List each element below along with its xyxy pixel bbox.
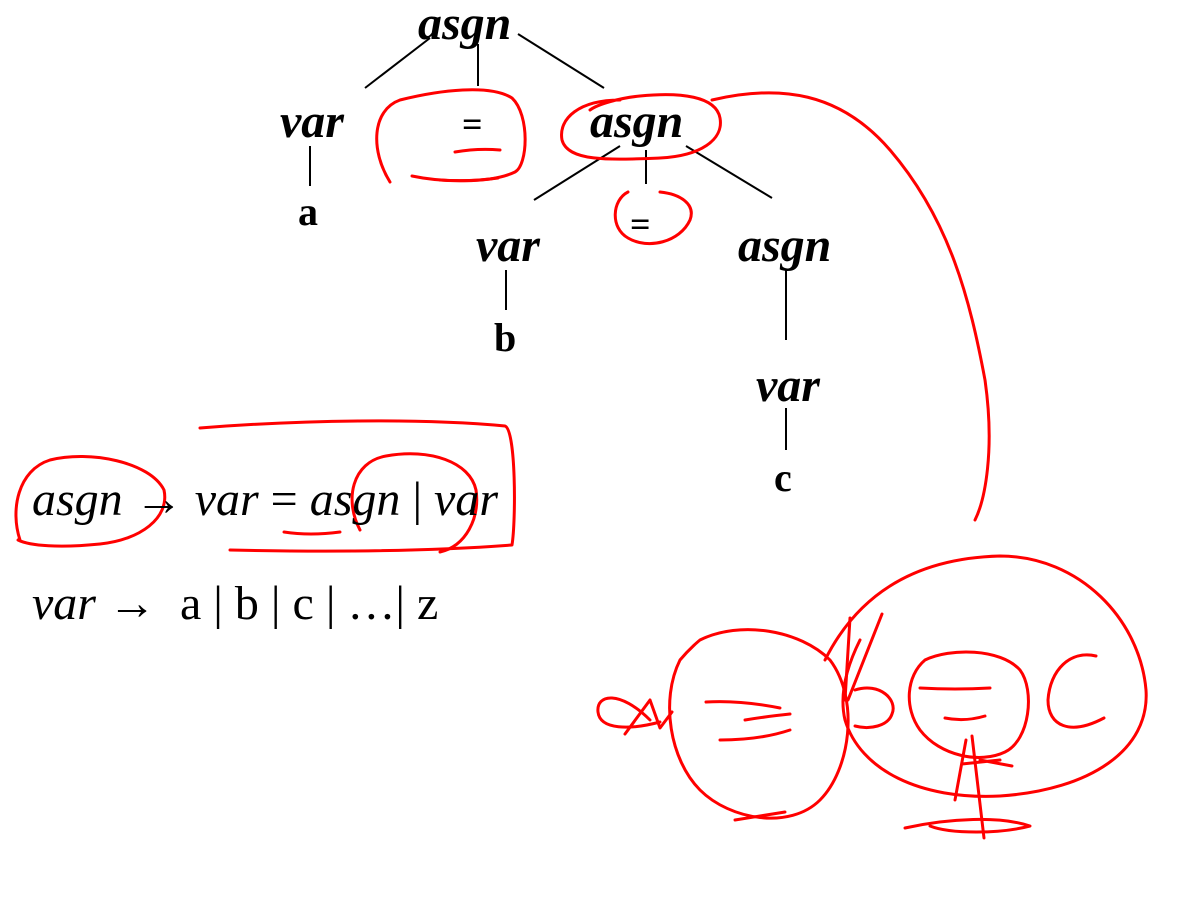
tree-l3-var: var	[756, 359, 820, 412]
inner-mark1	[918, 686, 992, 691]
tree-leaf-b: b	[494, 315, 517, 360]
c-shape	[1046, 653, 1106, 729]
inner-mark2	[943, 714, 987, 722]
grammar-rule-2: var → a | b | c | …| z	[32, 580, 438, 628]
tree-l2-eq: =	[630, 204, 651, 244]
edge-asgn-var	[533, 145, 621, 201]
rule1-lhs: asgn	[32, 473, 123, 526]
circle-lhs-asgn	[14, 455, 167, 548]
small-loop-left	[596, 696, 662, 729]
tree-l1-eq: =	[462, 104, 483, 144]
box-rhs	[198, 419, 516, 553]
rule1-asgn: asgn	[309, 473, 401, 526]
red-annotations	[14, 88, 1148, 840]
tree-l2-asgn: asgn	[738, 219, 832, 272]
face-left	[668, 628, 850, 820]
tree-l2-var: var	[476, 219, 540, 272]
rule2-arrow: →	[107, 577, 156, 630]
tree-edges	[309, 33, 787, 450]
circle-rhs-asgn	[350, 452, 479, 554]
rule1-var: var	[194, 473, 259, 526]
arc-connector	[710, 91, 991, 522]
rule2-rhs: a | b | c | …| z	[179, 577, 439, 630]
grammar-rule-1: asgn → var = asgn | var	[32, 476, 498, 524]
stand-base	[903, 817, 1032, 834]
rule1-arrow: →	[134, 473, 183, 526]
face-right	[823, 554, 1148, 798]
face-left-mark2	[718, 728, 792, 742]
rule1-eq: =	[270, 473, 298, 526]
underline-eq-1b	[438, 176, 500, 183]
tree-l1-var: var	[280, 95, 344, 148]
rule1-alt: var	[434, 473, 499, 526]
tree-l1-asgn: asgn	[590, 95, 684, 148]
inner-circle	[907, 650, 1030, 759]
tree-root-asgn: asgn	[418, 0, 512, 50]
circle-eq-1	[375, 88, 527, 184]
tree-leaf-a: a	[298, 189, 318, 234]
cross-mark	[843, 612, 884, 702]
circle-eq-2	[613, 190, 693, 246]
underline-eq-rule	[282, 530, 342, 536]
underline-eq-1	[453, 147, 502, 154]
edge-root-var	[364, 37, 431, 89]
face-left-mark1	[704, 700, 782, 710]
face-left-tail	[733, 810, 787, 822]
edge-root-asgn	[517, 33, 605, 89]
ear-left	[853, 686, 895, 729]
face-left-mark3	[743, 712, 792, 722]
edge-asgn-asgn	[685, 145, 773, 199]
rule1-bar: |	[412, 473, 423, 526]
rule2-lhs: var	[32, 577, 96, 630]
tree-leaf-c: c	[774, 455, 792, 500]
small-zigzag	[623, 698, 674, 736]
stand-lines	[953, 734, 1014, 840]
circle-asgn-2	[560, 93, 722, 161]
